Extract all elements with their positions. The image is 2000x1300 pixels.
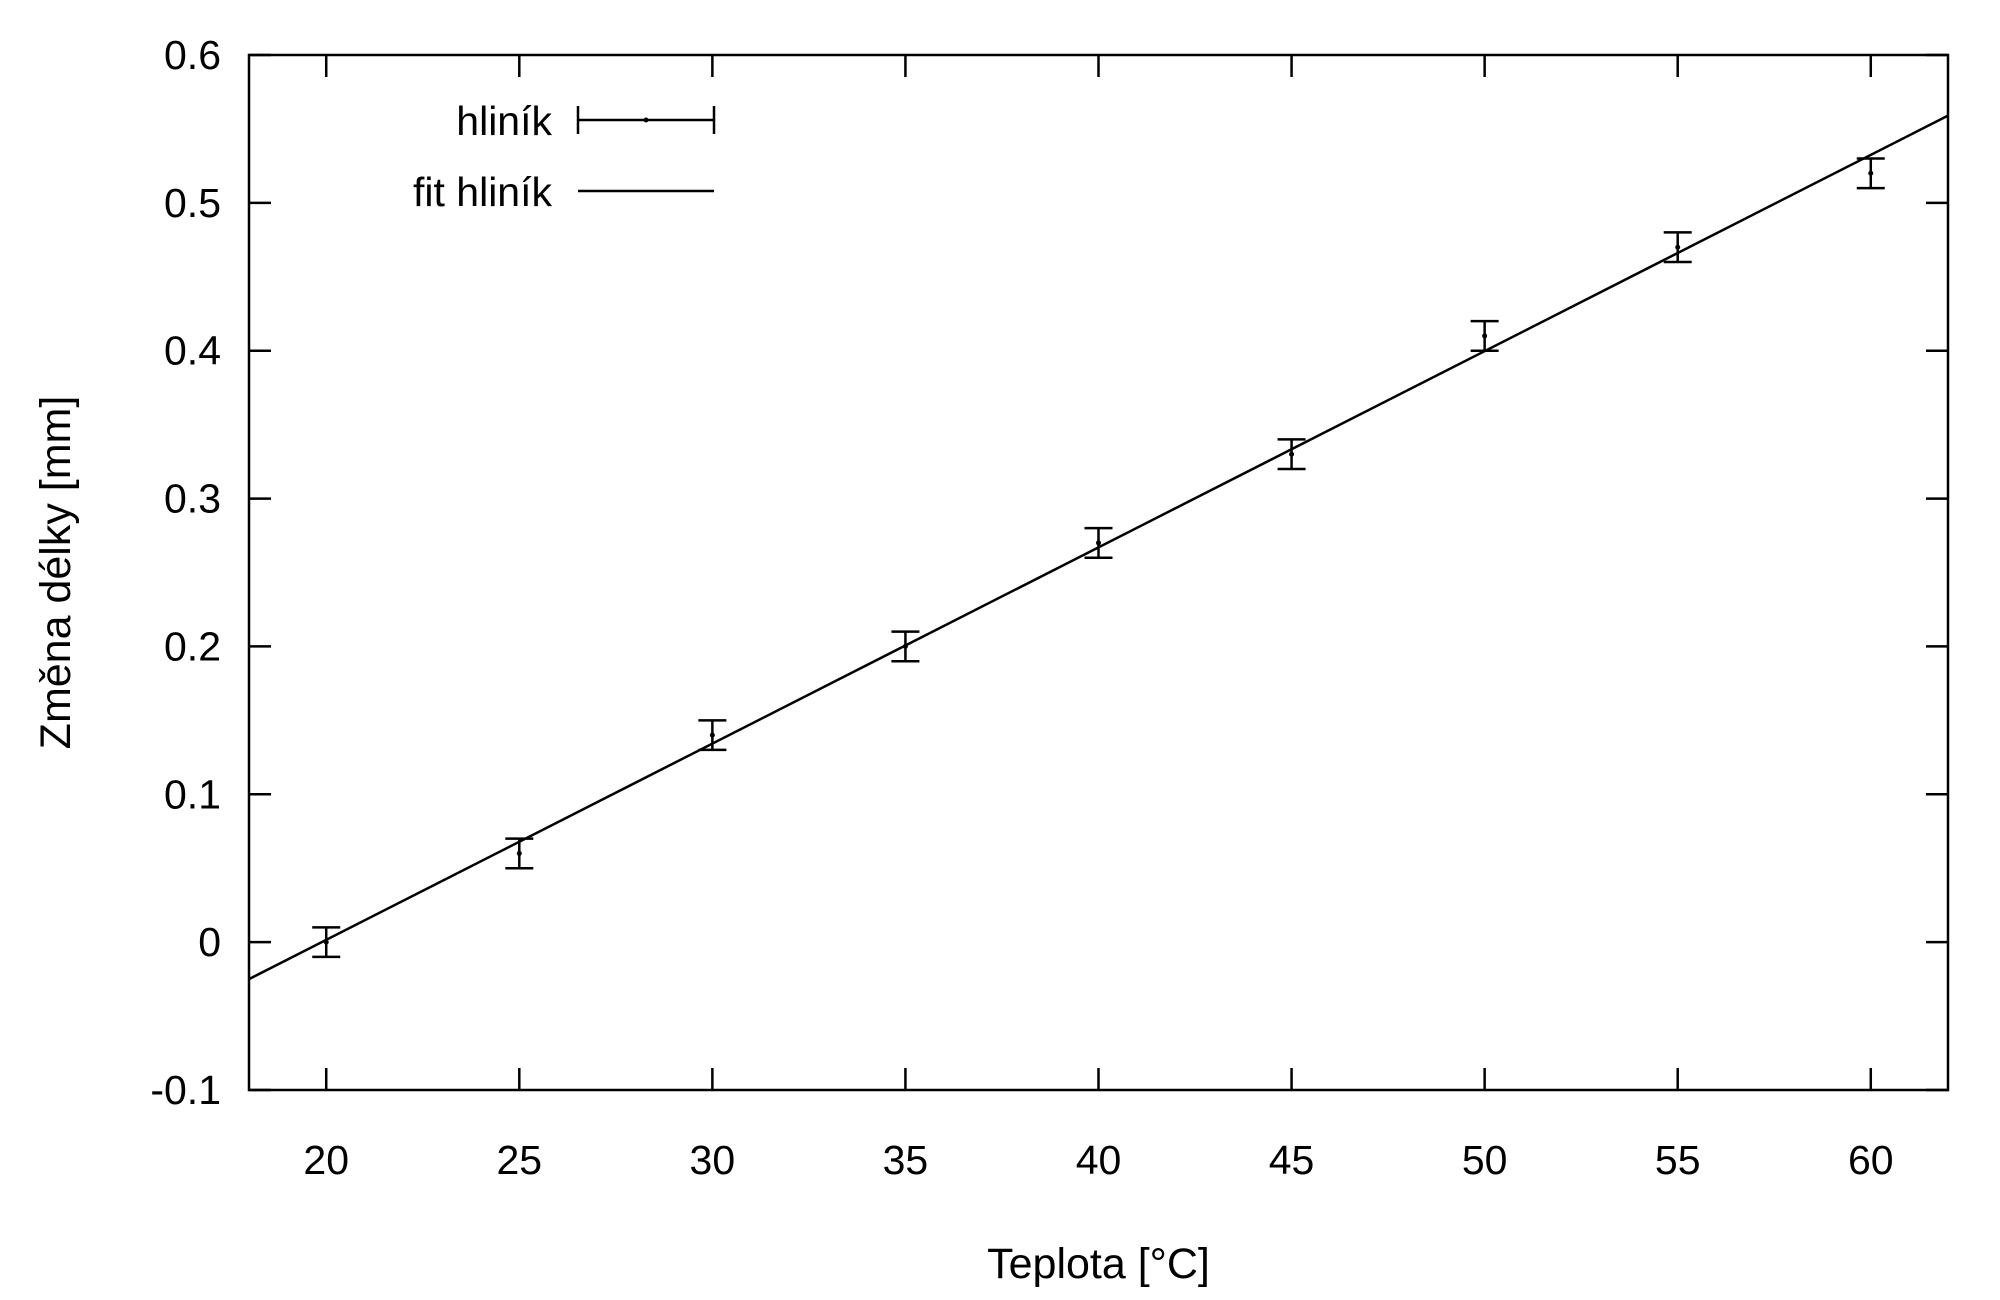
data-point (505, 837, 534, 870)
data-point (1663, 231, 1692, 264)
x-tick-label: 60 (1848, 1137, 1894, 1183)
x-tick-label: 40 (1076, 1137, 1122, 1183)
x-tick-label: 35 (883, 1137, 929, 1183)
legend: hliník fit hliník (413, 98, 716, 215)
x-tick-label: 45 (1269, 1137, 1315, 1183)
y-tick-label: 0.5 (164, 180, 221, 226)
point-marker (1096, 540, 1101, 546)
x-tick-label: 50 (1462, 1137, 1508, 1183)
point-marker (1868, 170, 1874, 176)
data-point (698, 719, 727, 752)
data-point (312, 926, 341, 959)
y-tick-label: 0.1 (164, 771, 221, 817)
y-tick-label: -0.1 (150, 1067, 221, 1113)
legend-swatch-errorbar (576, 106, 716, 134)
point-marker (902, 643, 908, 649)
point-marker (323, 939, 329, 945)
point-marker (1675, 244, 1681, 250)
x-tick-label: 25 (496, 1137, 542, 1183)
data-point (1856, 157, 1885, 190)
data-point (1084, 526, 1113, 559)
point-marker (1482, 333, 1488, 339)
data-point (1470, 319, 1499, 352)
legend-point-marker (643, 117, 649, 123)
y-tick-label: 0.4 (164, 328, 221, 374)
x-tick-label: 30 (690, 1137, 736, 1183)
y-tick-label: 0.6 (164, 32, 221, 78)
legend-label-hlinik: hliník (456, 98, 552, 144)
data-point (1277, 438, 1306, 471)
plot-frame (247, 53, 1950, 1092)
x-axis-label: Teplota [°C] (987, 1240, 1210, 1288)
y-tick-label: 0 (198, 919, 221, 965)
data-point (891, 630, 920, 663)
y-tick-label: 0.3 (164, 476, 221, 522)
y-tick-label: 0.2 (164, 623, 221, 669)
x-tick-label: 55 (1655, 1137, 1701, 1183)
y-axis-label: Změna délky [mm] (32, 396, 80, 750)
point-marker (516, 850, 522, 856)
legend-label-fit-hlinik: fit hliník (413, 169, 552, 215)
data-points-layer (312, 157, 1885, 959)
x-tick-label: 20 (303, 1137, 349, 1183)
tick-labels-layer: 20 25 30 35 40 45 50 55 60 -0.1 0 0.1 0.2 0.3 0.4 0.5 0.… (150, 32, 1893, 1183)
ticks-layer (249, 53, 1948, 1092)
point-marker (1289, 451, 1295, 457)
point-marker (709, 732, 715, 738)
